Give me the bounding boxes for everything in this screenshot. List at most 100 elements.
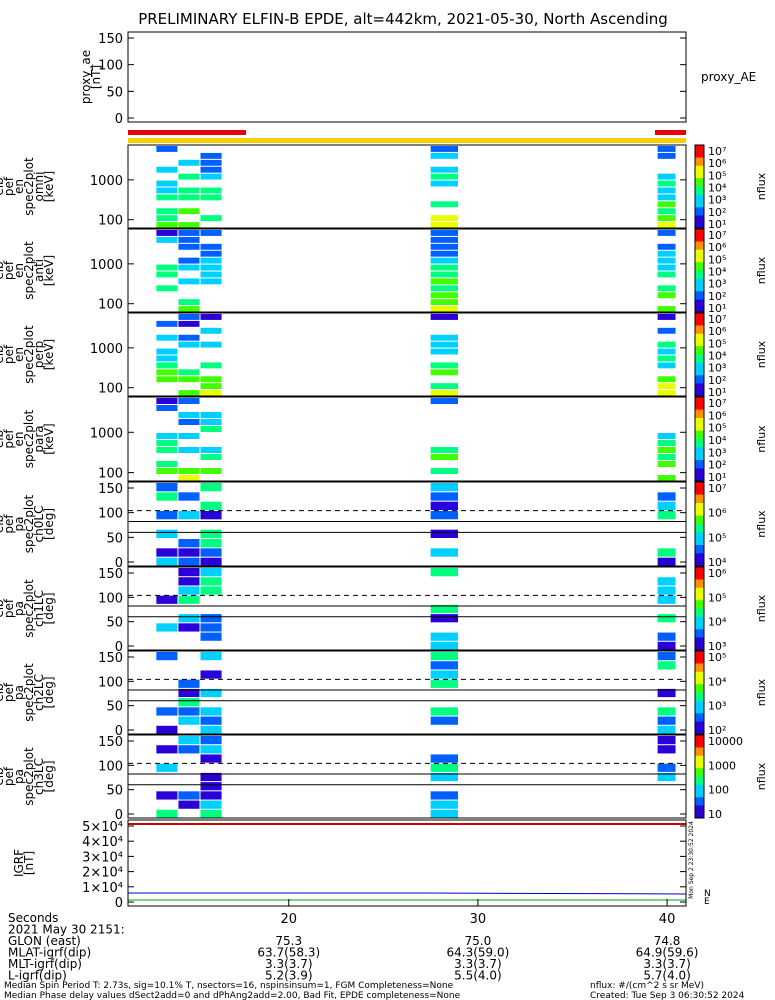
y-tick-label: 100: [98, 759, 123, 774]
colorbar-tick-label: 10⁵: [708, 422, 726, 435]
spectrogram-cell: [657, 341, 676, 348]
x-row-value: 74.8: [654, 934, 681, 948]
colorbar-segment: [695, 165, 704, 171]
spectrogram-cell: [200, 782, 222, 791]
y-tick-label: 0: [115, 724, 123, 739]
colorbar-segment: [695, 464, 704, 469]
spectrogram-cell: [657, 271, 676, 278]
colorbar-segment: [695, 700, 704, 706]
spectrogram-cell: [657, 208, 676, 215]
spectrogram-cell: [430, 334, 459, 341]
spectrogram-cell: [178, 568, 200, 577]
spectrogram-cell: [156, 236, 178, 243]
x-row-value: 5.2(3.9): [265, 969, 313, 983]
spectrogram-cell: [178, 447, 200, 453]
spectrogram-cell: [200, 278, 222, 285]
spectrogram-cell: [430, 257, 459, 264]
spectrogram-cell: [430, 632, 459, 641]
spectrogram-cell: [657, 440, 676, 446]
spectrogram-cell: [657, 152, 676, 159]
spectrogram-cell: [156, 230, 178, 236]
y-tick-label: 100: [98, 467, 123, 482]
colorbar-segment: [695, 145, 704, 150]
colorbar-segment: [695, 494, 704, 500]
panel-4: 1000 100 elbpefenspec2plotpara[keV]: [0, 396, 687, 482]
colorbar-segment: [695, 379, 704, 385]
colorbar-segment: [695, 637, 704, 643]
spectrogram-cell: [430, 511, 459, 520]
colorbar-segment: [695, 249, 704, 255]
spectrogram-cell: [657, 187, 676, 194]
y-axis-label: elbpefenspec2plotanti[keV]: [0, 241, 56, 300]
y-axis-label-line: spec2plot: [22, 241, 36, 300]
colorbar-tick-label: 10⁵: [708, 531, 726, 544]
spectrogram-cell: [430, 529, 459, 538]
y-axis-label-line: [deg]: [42, 677, 56, 709]
colorbar-segment: [695, 161, 704, 167]
y-axis-label: proxy_ae[nT]: [79, 50, 103, 104]
spectrogram-cell: [657, 230, 676, 236]
colorbar-tick-label: 10⁵: [708, 253, 726, 266]
colorbar-segment: [695, 620, 704, 626]
spectrogram-cell: [657, 314, 676, 320]
y-tick-label: 0: [115, 112, 123, 127]
spectrogram-cell: [430, 707, 459, 716]
spectrogram-cell: [178, 159, 200, 166]
spectrogram-cell: [430, 809, 459, 818]
spectrogram-cell: [430, 483, 459, 492]
colorbar-segment: [695, 809, 704, 815]
colorbar-frame: [694, 228, 705, 313]
colorbar-label: nflux: [755, 340, 768, 368]
colorbar-segment: [695, 413, 704, 419]
x-row-label: Seconds: [8, 911, 58, 925]
colorbar-tick-label: 10³: [708, 640, 726, 653]
colorbar-tick-label: 10³: [708, 278, 726, 291]
spectrogram-cell: [657, 736, 676, 745]
side-stamp: Mon Sep 2 23:30:52 2024: [688, 821, 695, 899]
footer-line2: Median Phase delay values dSect2add=0 an…: [4, 991, 461, 1000]
y-axis-label-line: pa: [12, 601, 26, 616]
spectrogram-cell: [200, 243, 222, 250]
spectrogram-cell: [156, 447, 178, 453]
spectrogram-cell: [200, 362, 222, 369]
colorbar-segment: [695, 692, 704, 698]
colorbar-segment: [695, 455, 704, 461]
colorbar-segment: [695, 307, 704, 313]
x-row-label: MLT-igrf(dip): [8, 957, 82, 971]
spectrogram-cell: [657, 383, 676, 390]
spectrogram-cell: [200, 557, 222, 566]
spectrogram-cell: [657, 632, 676, 641]
colorbar-segment: [695, 282, 704, 288]
colorbar-segment: [695, 625, 704, 630]
colorbar-tick-label: 10⁷: [708, 229, 726, 242]
x-row-value: 3.3(3.7): [265, 957, 313, 971]
spectrogram-cell: [430, 348, 459, 355]
spectrogram-cell: [657, 355, 676, 362]
y-tick-label: 100: [98, 507, 123, 522]
spectrogram-cell: [657, 614, 676, 623]
colorbar-segment: [695, 443, 704, 448]
spectrogram-cell: [200, 173, 222, 180]
spectrogram-cell: [178, 492, 200, 501]
colorbar-tick-label: 10⁴: [708, 616, 727, 629]
colorbar-segment: [695, 524, 704, 529]
y-tick-label: 0: [115, 896, 123, 911]
spectrogram-cell: [178, 716, 200, 725]
colorbar-segment: [695, 729, 704, 735]
spectrogram-cell: [657, 433, 676, 439]
colorbar-segment: [695, 229, 704, 234]
colorbar-tick-label: 10²: [708, 374, 726, 387]
colorbar-segment: [695, 295, 704, 301]
colorbar-segment: [695, 596, 704, 601]
spectrogram-cell: [156, 725, 178, 734]
colorbar-segment: [695, 663, 704, 669]
colorbar-segment: [695, 616, 704, 622]
colorbar-tick-label: 10: [708, 808, 722, 821]
spectrogram-cell: [200, 501, 222, 510]
spectrogram-cell: [657, 716, 676, 725]
spectrogram-cell: [200, 670, 222, 679]
colorbar-segment: [695, 608, 704, 614]
panel-frame: [127, 396, 687, 482]
colorbar-frame: [694, 650, 705, 735]
